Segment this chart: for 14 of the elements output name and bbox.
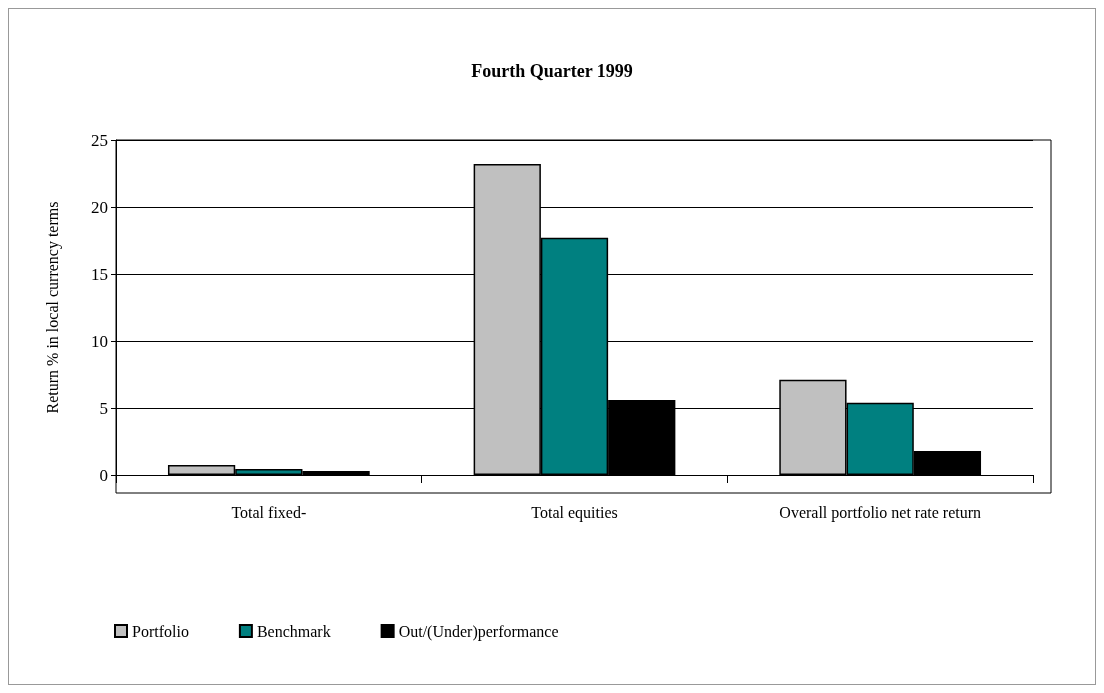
y-axis-title: Return % in local currency terms: [43, 201, 62, 414]
legend-label: Benchmark: [256, 622, 331, 640]
y-tick-label: 15: [91, 264, 108, 284]
y-tick-label: 25: [91, 130, 108, 150]
y-tick-label: 20: [91, 197, 108, 217]
x-tick-label: Overall portfolio net rate return: [779, 503, 982, 522]
chart-title: Fourth Quarter 1999: [471, 61, 633, 81]
y-tick-label: 5: [99, 398, 108, 418]
y-tick-label: 0: [99, 465, 108, 485]
x-tick-label: Total equities: [531, 503, 618, 522]
y-tick-label: 10: [91, 331, 108, 351]
legend-label: Out/(Under)performance: [398, 622, 559, 641]
x-tick-label: Total fixed-: [231, 503, 307, 521]
legend-label: Portfolio: [132, 622, 189, 640]
